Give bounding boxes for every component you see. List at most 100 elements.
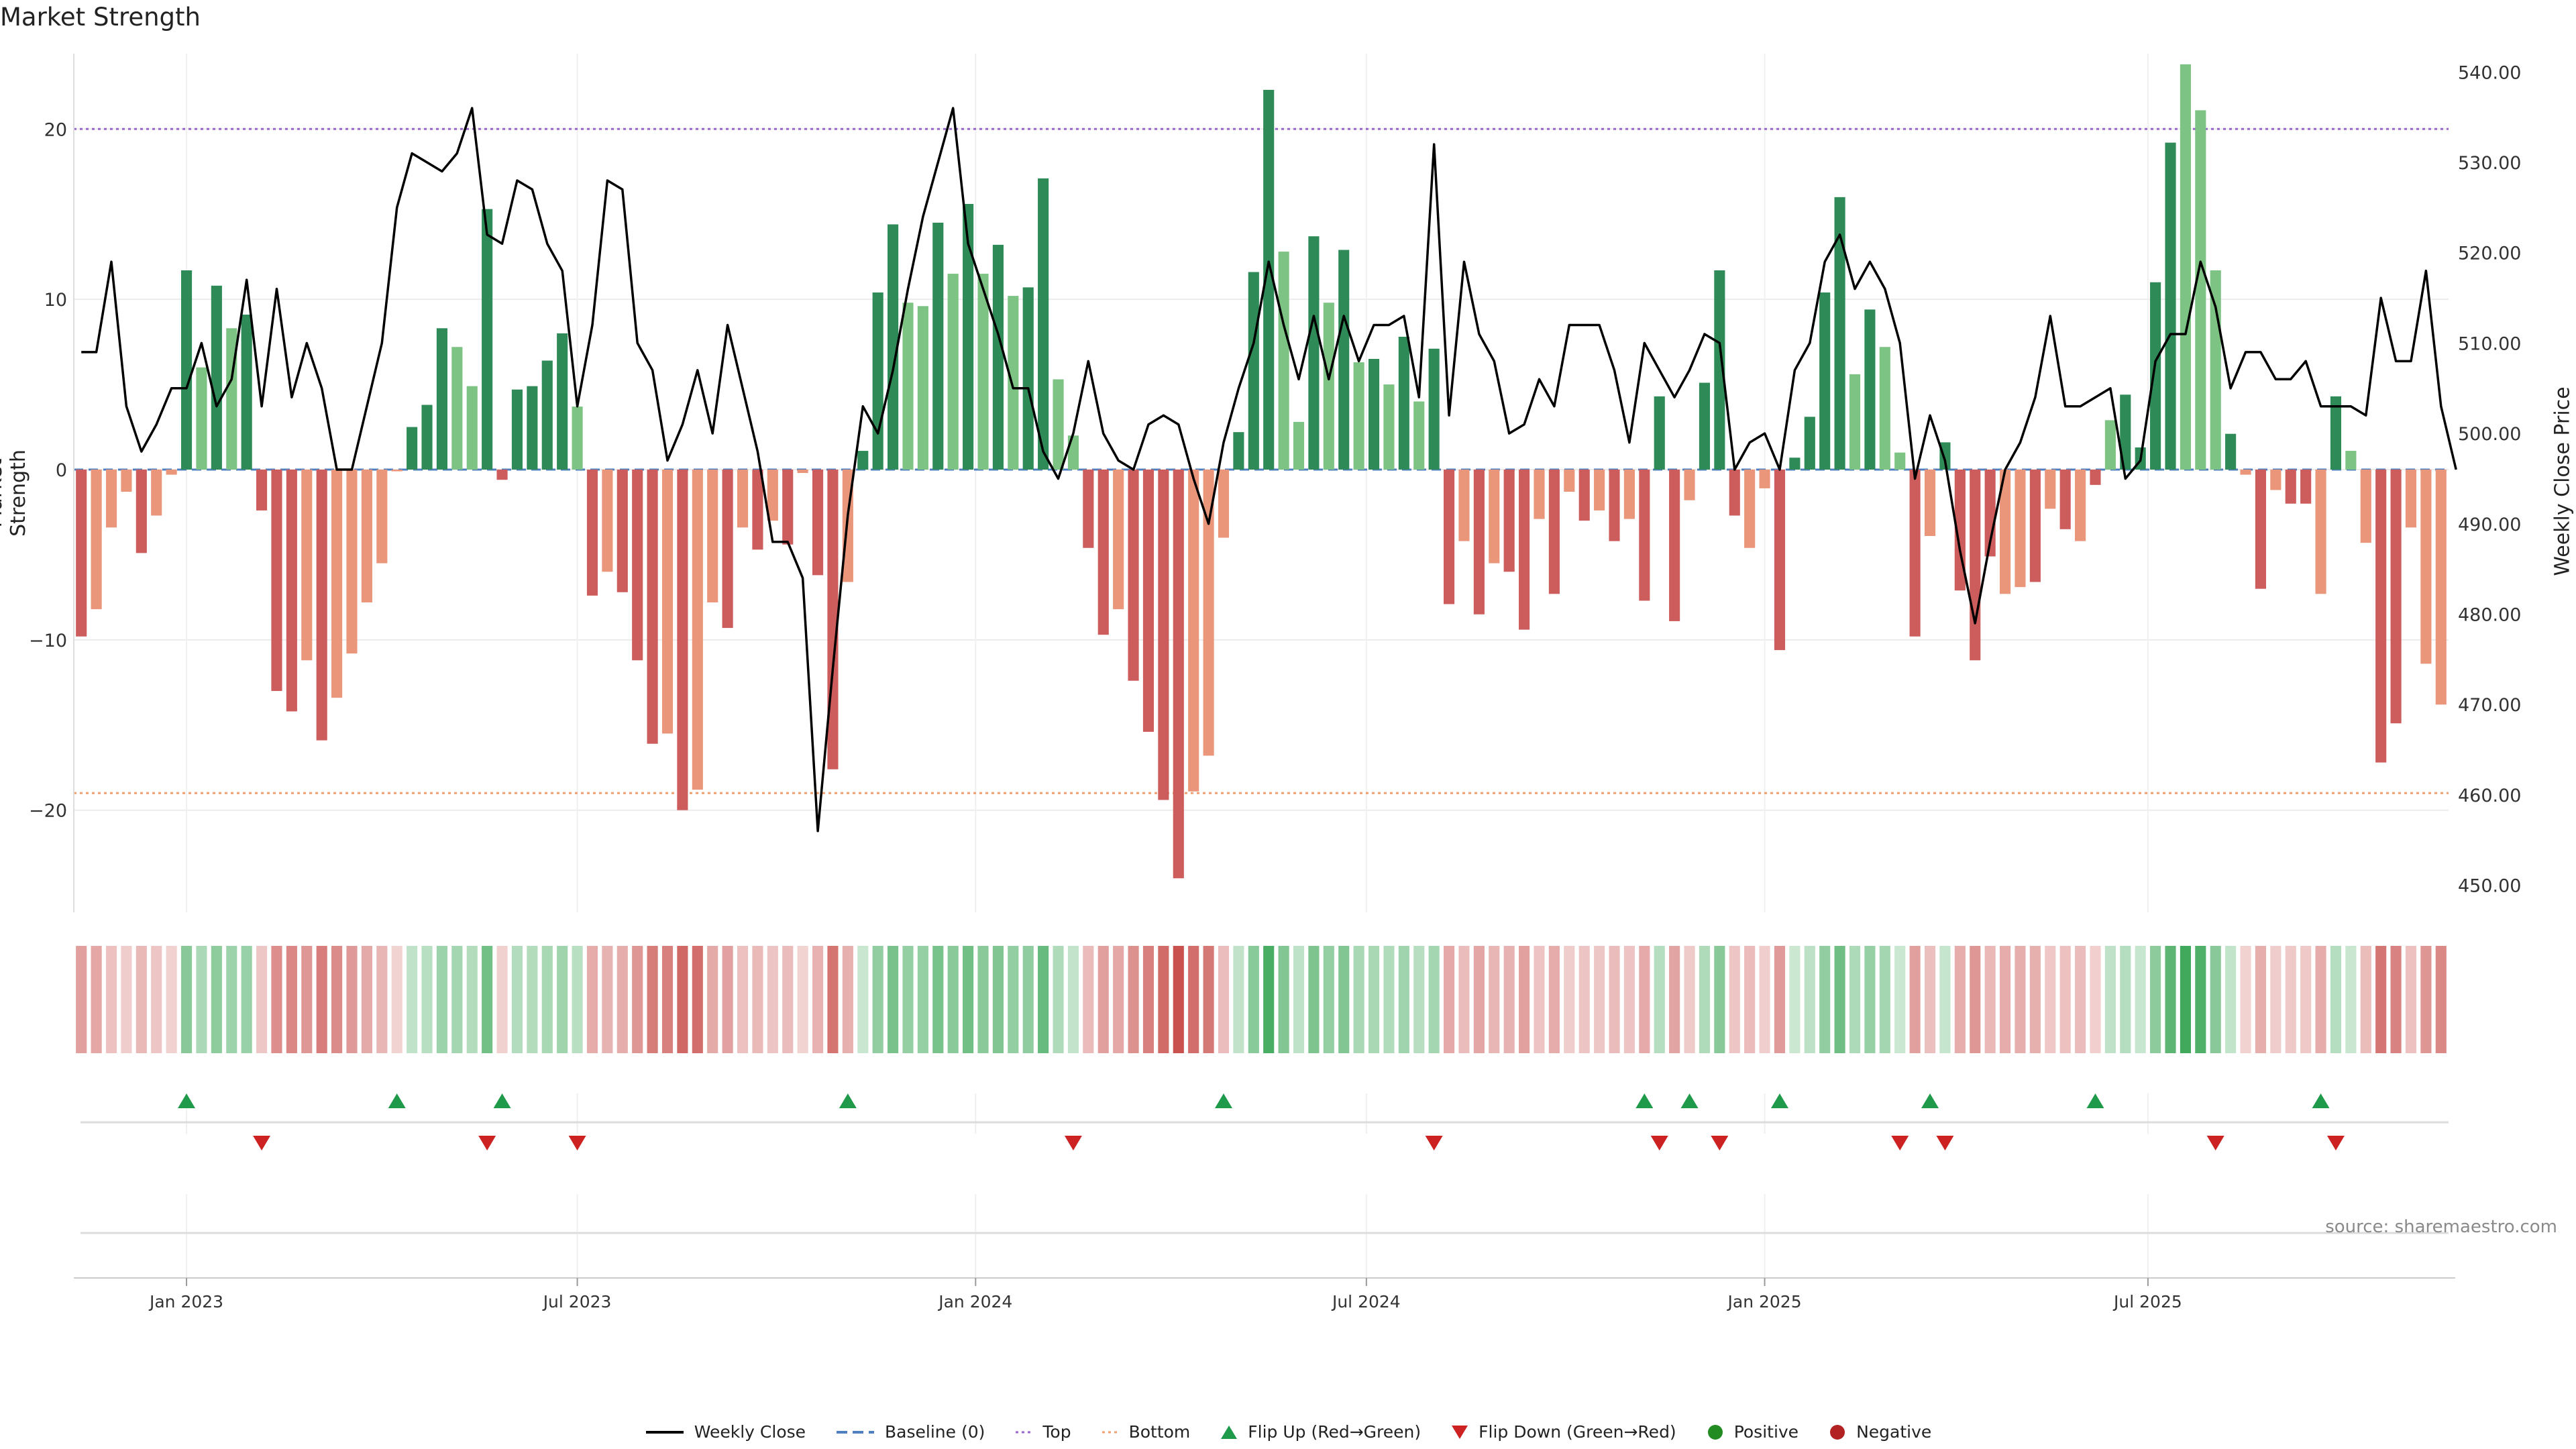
heat-cell bbox=[2045, 946, 2056, 1053]
heat-cell bbox=[301, 946, 313, 1053]
heat-cell bbox=[1699, 946, 1711, 1053]
heat-cell bbox=[286, 946, 297, 1053]
heat-cell bbox=[1398, 946, 1409, 1053]
heat-cell bbox=[482, 946, 493, 1053]
y2-tick-label: 500.00 bbox=[2458, 424, 2521, 445]
strength-bar bbox=[2180, 64, 2191, 470]
heat-cell bbox=[1022, 946, 1034, 1053]
legend-label: Baseline (0) bbox=[885, 1422, 985, 1442]
flip-down-marker bbox=[253, 1136, 271, 1150]
y-tick-label: 0 bbox=[56, 460, 67, 481]
heat-cell bbox=[1128, 946, 1139, 1053]
strength-bar bbox=[1383, 384, 1395, 470]
strength-bar bbox=[286, 470, 297, 712]
heat-cell bbox=[91, 946, 102, 1053]
strength-bar bbox=[1548, 470, 1560, 594]
strength-bar bbox=[932, 222, 944, 470]
heat-cell bbox=[632, 946, 643, 1053]
strength-bar bbox=[1458, 470, 1470, 541]
heat-cell bbox=[180, 946, 193, 1053]
strength-bar bbox=[1067, 435, 1079, 470]
legend-label: Flip Up (Red→Green) bbox=[1248, 1422, 1421, 1442]
strength-bar bbox=[1894, 452, 1906, 470]
strength-bar bbox=[872, 292, 883, 470]
heat-cell bbox=[1729, 946, 1740, 1053]
heat-cell bbox=[196, 946, 207, 1053]
page-title: Market Strength bbox=[0, 3, 201, 32]
heat-cell bbox=[1263, 946, 1275, 1053]
strength-bar bbox=[1142, 470, 1155, 732]
strength-bar bbox=[2300, 470, 2312, 504]
heat-cell bbox=[1233, 946, 1244, 1053]
legend-label: Positive bbox=[1733, 1422, 1799, 1442]
strength-bar bbox=[482, 209, 493, 470]
heat-cell bbox=[1804, 946, 1815, 1053]
heat-cell bbox=[241, 946, 252, 1053]
strength-bar bbox=[1864, 309, 1876, 470]
y2-tick-label: 540.00 bbox=[2458, 62, 2521, 83]
strength-bar bbox=[1053, 379, 1064, 470]
strength-bar bbox=[301, 470, 313, 661]
strength-bar bbox=[376, 470, 388, 564]
strength-bar bbox=[1173, 470, 1184, 879]
y-axis-label-left: Market Strength bbox=[0, 449, 30, 537]
strength-bar bbox=[1489, 470, 1500, 564]
heat-cell bbox=[2180, 946, 2191, 1053]
heat-cell bbox=[2240, 946, 2251, 1053]
strength-bar bbox=[1233, 432, 1244, 470]
legend-label: Weekly Close bbox=[694, 1422, 806, 1442]
flip-markers bbox=[80, 1093, 2449, 1234]
heat-cell bbox=[1789, 946, 1801, 1053]
strength-bar bbox=[1970, 470, 1981, 661]
strength-bar bbox=[2270, 470, 2282, 490]
strength-bar bbox=[1368, 359, 1380, 470]
flip-down-marker bbox=[1064, 1136, 1082, 1150]
heat-cell bbox=[1173, 946, 1184, 1053]
strength-bar bbox=[1293, 421, 1305, 470]
strength-bar bbox=[1338, 250, 1350, 470]
heat-cell bbox=[2360, 946, 2371, 1053]
strength-bar bbox=[2285, 470, 2296, 504]
flip-up-marker bbox=[1770, 1093, 1788, 1108]
heat-cell bbox=[1819, 946, 1831, 1053]
y2-tick-label: 530.00 bbox=[2458, 153, 2521, 174]
strength-bar bbox=[888, 224, 899, 470]
flip-up-marker bbox=[1921, 1093, 1939, 1108]
strength-bar bbox=[572, 407, 583, 470]
y2-tick-label: 490.00 bbox=[2458, 515, 2521, 535]
strength-bar bbox=[1398, 337, 1409, 470]
strength-bar bbox=[331, 470, 343, 698]
heat-cell bbox=[1609, 946, 1620, 1053]
y-axes: −20 −10 0 10 20 450.00 460.00 470.00 480.00 490.0… bbox=[29, 54, 2521, 912]
heat-cell bbox=[2390, 946, 2402, 1053]
heat-cell bbox=[2300, 946, 2312, 1053]
strength-bar bbox=[1158, 470, 1169, 800]
strength-bar bbox=[661, 470, 674, 734]
strength-bar bbox=[797, 470, 808, 474]
heat-cell bbox=[211, 946, 222, 1053]
heat-cell bbox=[151, 946, 162, 1053]
strength-bar bbox=[1113, 470, 1124, 610]
strength-bar bbox=[91, 470, 102, 610]
heat-cell bbox=[1654, 946, 1665, 1053]
heat-cell bbox=[1038, 946, 1049, 1053]
y2-tick-label: 450.00 bbox=[2458, 876, 2521, 897]
heat-cell bbox=[1534, 946, 1545, 1053]
strength-bar bbox=[1519, 470, 1530, 630]
heat-cell bbox=[963, 946, 974, 1053]
strength-bar bbox=[136, 470, 147, 553]
strength-bar bbox=[737, 470, 749, 528]
strength-bar bbox=[1744, 470, 1756, 548]
heat-cell bbox=[872, 946, 883, 1053]
strength-bar bbox=[1263, 89, 1275, 470]
legend-label: Bottom bbox=[1128, 1422, 1191, 1442]
flip-down-marker bbox=[1711, 1136, 1729, 1150]
strength-bar bbox=[677, 470, 688, 810]
flip-up-marker bbox=[2086, 1093, 2104, 1108]
strength-bar bbox=[2375, 470, 2387, 763]
heat-cell bbox=[842, 946, 853, 1053]
legend-item: Flip Up (Red→Green) bbox=[1220, 1422, 1421, 1442]
heat-cell bbox=[1864, 946, 1876, 1053]
heat-cell bbox=[752, 946, 763, 1053]
heat-cell bbox=[316, 946, 327, 1053]
